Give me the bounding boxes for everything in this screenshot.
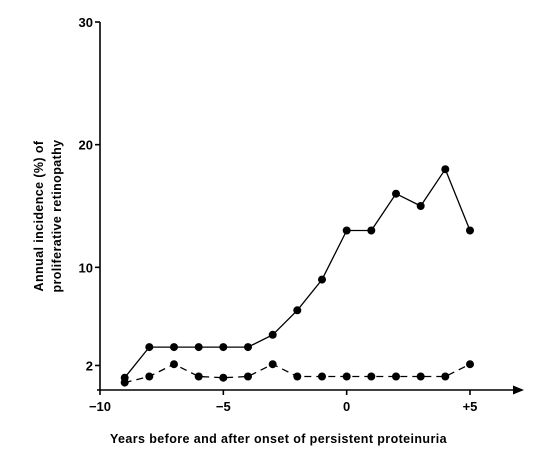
series-2-point: [293, 372, 302, 381]
series-2-point: [367, 372, 376, 381]
series-1-point: [170, 343, 178, 352]
series-2-point: [318, 372, 326, 381]
series-1-point: [219, 343, 228, 352]
y-tick-label: 2: [86, 358, 93, 373]
y-axis-title-line-2: proliferative retinopathy: [50, 139, 64, 292]
x-axis-arrow-icon: [513, 385, 524, 395]
series-2-point: [466, 360, 474, 369]
series-1-point: [244, 343, 252, 352]
series-1-point: [441, 165, 450, 174]
y-tick-label: 20: [79, 138, 93, 153]
y-axis-title-line-1: Annual incidence (%) of: [32, 140, 46, 291]
series-1-point: [145, 343, 154, 352]
series-2-point: [244, 372, 252, 381]
series-2-point: [342, 372, 351, 381]
series-1-point: [194, 343, 203, 352]
x-axis: −10 −5 0 +5: [89, 390, 477, 414]
x-tick-label: −10: [89, 399, 111, 414]
series-1-point: [318, 275, 326, 284]
series-2-point: [120, 378, 129, 387]
series-1-point: [293, 306, 302, 315]
series-1-point: [392, 189, 400, 198]
series-1-point: [268, 330, 277, 339]
x-tick-label: +5: [463, 399, 478, 414]
series-2-point: [268, 360, 277, 369]
series-1-point: [367, 226, 376, 235]
y-axis-title: Annual incidence (%) of proliferative re…: [32, 139, 64, 292]
series-1-point: [342, 226, 351, 235]
series-2-point: [392, 372, 400, 381]
y-axis: 2 10 20 30: [79, 15, 100, 373]
series-2-point: [219, 373, 228, 382]
x-tick-label: 0: [343, 399, 350, 414]
series-2-point: [145, 372, 154, 381]
series-2-point: [170, 360, 178, 369]
series-2-point: [194, 372, 203, 381]
x-axis-title: Years before and after onset of persiste…: [110, 432, 448, 446]
series-layer: [120, 165, 474, 387]
x-tick-label: −5: [216, 399, 231, 414]
y-tick-label: 30: [79, 15, 93, 30]
series-1-point: [416, 202, 425, 210]
y-tick-label: 10: [79, 260, 93, 275]
series-2-point: [441, 372, 450, 381]
series-2: [120, 360, 474, 387]
axes: [97, 22, 524, 395]
series-2-point: [416, 372, 425, 381]
series-1-point: [466, 226, 474, 235]
series-1: [120, 165, 474, 382]
